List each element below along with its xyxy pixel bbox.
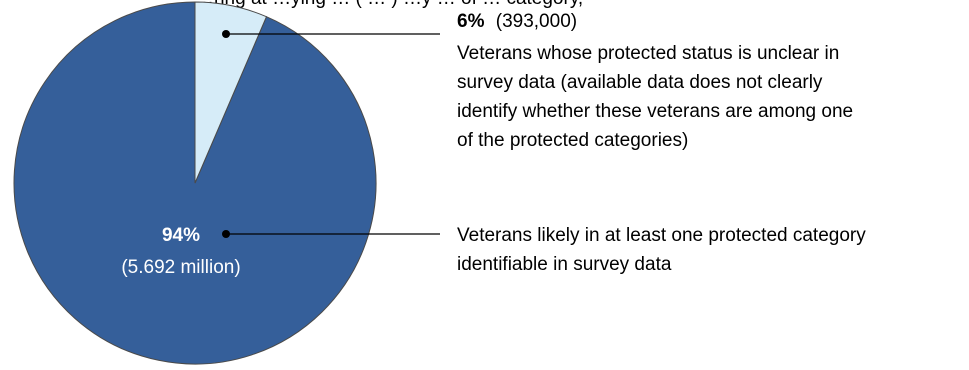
description-unclear-line: of the protected categories) bbox=[457, 130, 688, 151]
percent-value-unclear: 6% bbox=[457, 11, 485, 32]
description-likely-line: identifiable in survey data bbox=[457, 254, 672, 275]
pie-slice-unclear-status bbox=[194, 1, 268, 184]
description-unclear-line: Veterans whose protected status is uncle… bbox=[457, 43, 839, 64]
chart-title-fragment: …ring at …ying … ( … ) …y … of … categor… bbox=[195, 0, 583, 9]
percent-label-likely: 94% bbox=[162, 225, 200, 246]
count-label-likely: (5.692 million) bbox=[121, 257, 240, 278]
description-unclear: Veterans whose protected status is uncle… bbox=[457, 43, 858, 151]
description-unclear-line: identify whether these veterans are amon… bbox=[457, 101, 853, 122]
description-likely: Veterans likely in at least one protecte… bbox=[457, 225, 871, 275]
description-likely-line: Veterans likely in at least one protecte… bbox=[457, 225, 866, 246]
description-unclear-line: survey data (available data does not cle… bbox=[457, 72, 823, 93]
count-value-unclear: (393,000) bbox=[496, 11, 577, 32]
percent-label-unclear: 6% (393,000) bbox=[457, 11, 577, 32]
